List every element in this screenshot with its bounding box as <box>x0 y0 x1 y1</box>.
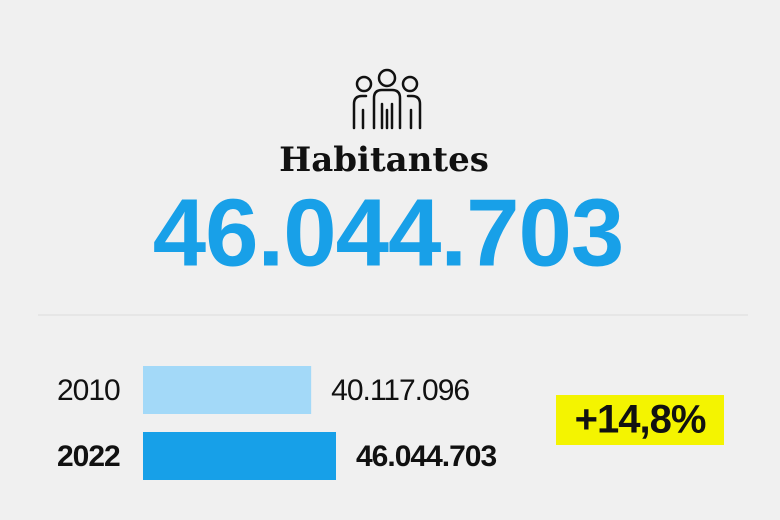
bar <box>143 432 336 480</box>
category-label: 2022 <box>57 440 120 473</box>
category-label: 2010 <box>57 374 120 407</box>
value-label: 40.117.096 <box>331 374 469 407</box>
people-icon <box>352 68 422 130</box>
headline: 46.044.703 <box>153 179 623 286</box>
value-label: 46.044.703 <box>356 440 496 473</box>
chart-title: Habitantes <box>279 140 489 180</box>
bar <box>143 366 312 414</box>
annotation-highlight <box>556 395 724 445</box>
annotation: +14,8% <box>575 398 706 442</box>
